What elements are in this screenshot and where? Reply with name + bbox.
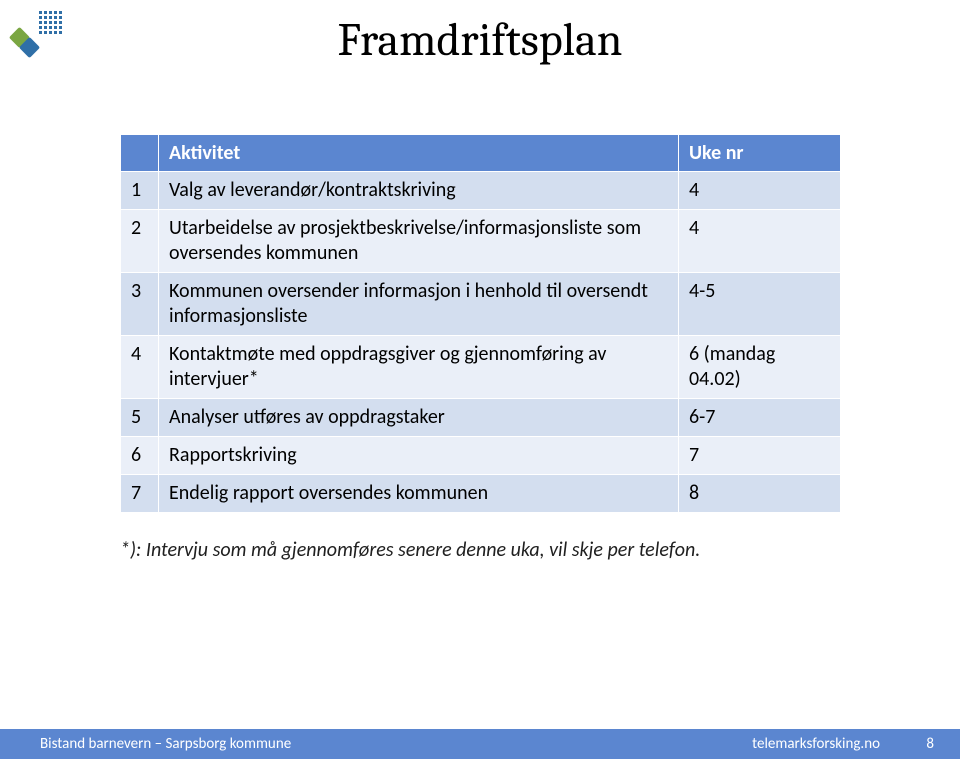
cell-index: 7 — [121, 475, 159, 513]
table-row: 1 Valg av leverandør/kontraktskriving 4 — [121, 172, 841, 210]
footer-left: Bistand barnevern – Sarpsborg kommune — [40, 735, 291, 753]
table-row: 2 Utarbeidelse av prosjektbeskrivelse/in… — [121, 210, 841, 273]
cell-index: 1 — [121, 172, 159, 210]
table-row: 6 Rapportskriving 7 — [121, 437, 841, 475]
col-header-activity: Aktivitet — [159, 135, 679, 172]
cell-week: 4-5 — [679, 273, 841, 336]
cell-activity: Kommunen oversender informasjon i henhol… — [159, 273, 679, 336]
table-row: 5 Analyser utføres av oppdragstaker 6-7 — [121, 399, 841, 437]
cell-activity: Utarbeidelse av prosjektbeskrivelse/info… — [159, 210, 679, 273]
cell-activity: Kontaktmøte med oppdragsgiver og gjennom… — [159, 336, 679, 399]
footer-right: telemarksforsking.no — [752, 735, 880, 753]
col-header-index — [121, 135, 159, 172]
cell-week: 8 — [679, 475, 841, 513]
footer-page: 8 — [926, 735, 934, 753]
table-row: 3 Kommunen oversender informasjon i henh… — [121, 273, 841, 336]
cell-index: 2 — [121, 210, 159, 273]
cell-activity: Valg av leverandør/kontraktskriving — [159, 172, 679, 210]
cell-activity: Analyser utføres av oppdragstaker — [159, 399, 679, 437]
page-title: Framdriftsplan — [0, 14, 960, 67]
cell-week: 6-7 — [679, 399, 841, 437]
cell-week: 4 — [679, 210, 841, 273]
col-header-week: Uke nr — [679, 135, 841, 172]
cell-activity: Rapportskriving — [159, 437, 679, 475]
cell-week: 6 (mandag 04.02) — [679, 336, 841, 399]
cell-index: 4 — [121, 336, 159, 399]
cell-index: 3 — [121, 273, 159, 336]
footer-bar: Bistand barnevern – Sarpsborg kommune te… — [0, 729, 960, 759]
table-header-row: Aktivitet Uke nr — [121, 135, 841, 172]
cell-index: 6 — [121, 437, 159, 475]
schedule-table: Aktivitet Uke nr 1 Valg av leverandør/ko… — [120, 134, 840, 513]
cell-activity: Endelig rapport oversendes kommunen — [159, 475, 679, 513]
cell-week: 4 — [679, 172, 841, 210]
slide: Framdriftsplan Aktivitet Uke nr 1 Valg a… — [0, 0, 960, 759]
table-row: 7 Endelig rapport oversendes kommunen 8 — [121, 475, 841, 513]
cell-week: 7 — [679, 437, 841, 475]
cell-index: 5 — [121, 399, 159, 437]
footnote: *): Intervju som må gjennomføres senere … — [120, 538, 700, 562]
table-row: 4 Kontaktmøte med oppdragsgiver og gjenn… — [121, 336, 841, 399]
